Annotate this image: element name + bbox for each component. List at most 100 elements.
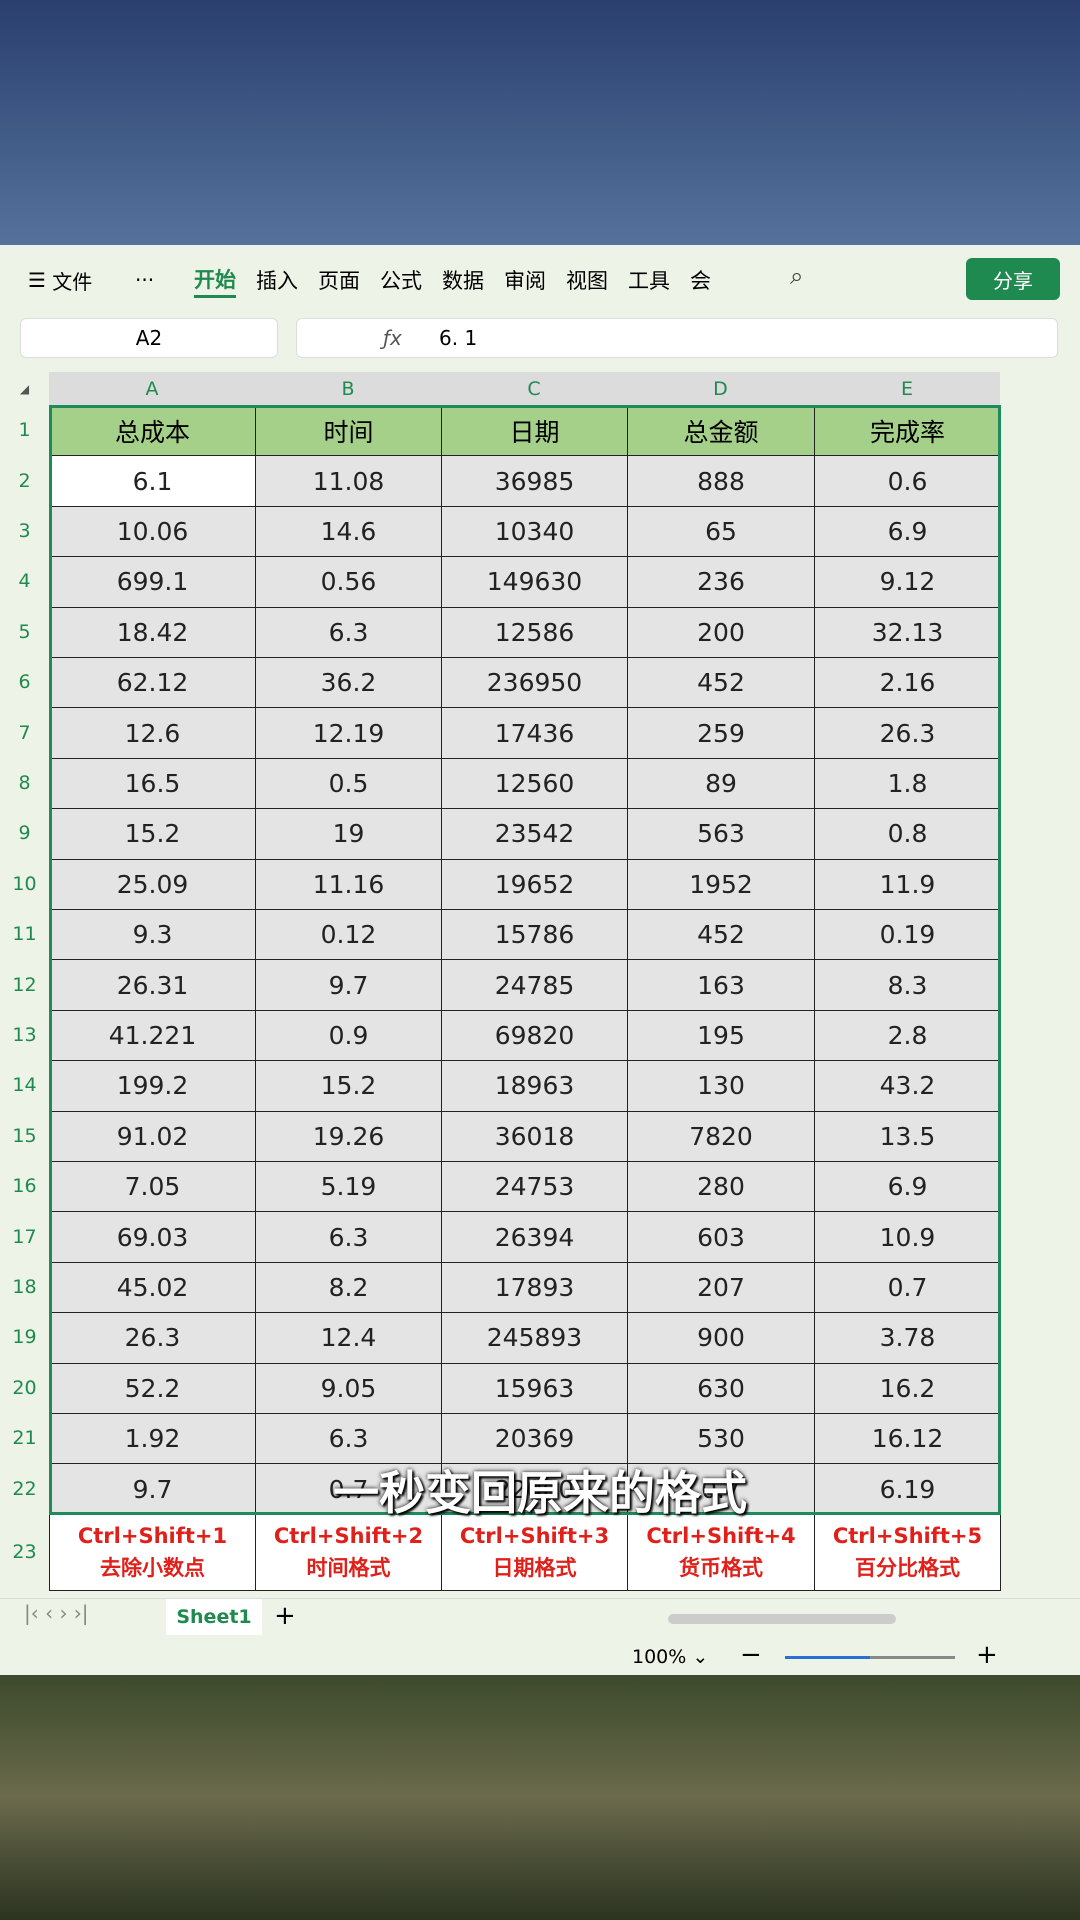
cell[interactable]: 630 [627,1362,815,1414]
cell[interactable]: 15.2 [49,808,256,860]
ribbon-tab[interactable]: 插入 [256,269,298,293]
cell[interactable]: 91.02 [49,1110,256,1162]
cell[interactable]: 6.3 [255,606,442,658]
ribbon-tab[interactable]: 视图 [566,269,608,293]
cell[interactable]: 总成本 [49,405,256,457]
row-header[interactable]: 19 [12,1326,37,1349]
row-header[interactable]: 22 [12,1477,37,1500]
cell[interactable]: 13.5 [814,1110,1001,1162]
ribbon-tab[interactable]: 公式 [380,269,422,293]
ribbon-tab[interactable]: 数据 [442,269,484,293]
cell[interactable]: 19.26 [255,1110,442,1162]
cell[interactable]: 0.19 [814,909,1001,961]
column-header[interactable]: D [627,372,814,405]
cell[interactable]: 452 [627,909,815,961]
cell[interactable]: 200 [627,606,815,658]
cell[interactable]: 10340 [441,505,628,558]
cell[interactable]: 5.19 [255,1161,442,1213]
cell[interactable]: 10.06 [49,505,256,558]
row-header[interactable]: 7 [18,721,31,744]
cell[interactable]: 11.08 [255,455,442,507]
cell[interactable]: 17436 [441,707,628,759]
cell[interactable]: 163 [627,959,815,1011]
cell[interactable]: 52.2 [49,1362,256,1414]
cell[interactable]: 10.9 [814,1211,1001,1263]
row-header[interactable]: 16 [12,1175,37,1198]
cell[interactable]: 8.2 [255,1261,442,1314]
cell[interactable]: 0.7 [255,1463,442,1515]
cell[interactable]: 完成率 [814,405,1001,457]
cell[interactable]: 8.3 [814,959,1001,1011]
cell[interactable]: 3.78 [814,1312,1001,1364]
cell[interactable]: 15.2 [255,1060,442,1112]
row-header[interactable]: 15 [12,1124,37,1147]
cell[interactable]: 25.09 [49,858,256,910]
cell[interactable]: 6.3 [255,1413,442,1465]
cell[interactable]: 195 [627,1009,815,1062]
row-header[interactable]: 23 [12,1540,37,1563]
cell[interactable]: 17893 [441,1261,628,1314]
formula-bar[interactable]: ƒx 6. 1 [296,318,1058,358]
cell[interactable]: 12586 [441,606,628,658]
cell[interactable]: 900 [627,1312,815,1364]
row-header[interactable]: 4 [18,570,31,593]
ribbon-tab[interactable]: 页面 [318,269,360,293]
cell[interactable]: 15786 [441,909,628,961]
cell[interactable]: 69820 [441,1009,628,1062]
cell[interactable]: 18.42 [49,606,256,658]
ribbon-tab[interactable]: 审阅 [504,269,546,293]
tab-nav[interactable]: |‹ ‹ › ›| [24,1601,89,1625]
cell[interactable]: 0.5 [255,757,442,810]
cell[interactable]: 0.7 [814,1261,1001,1314]
cell[interactable]: 1952 [627,858,815,910]
cell[interactable]: 19652 [441,858,628,910]
row-header[interactable]: 21 [12,1427,37,1450]
cell[interactable]: 11.9 [814,858,1001,910]
file-menu[interactable]: ☰ 文件 [28,262,92,298]
cell[interactable]: 9.05 [255,1362,442,1414]
cell[interactable]: 32.13 [814,606,1001,658]
cell[interactable]: 130 [627,1060,815,1112]
h-scrollbar[interactable] [668,1614,896,1624]
cell[interactable]: 1.92 [49,1413,256,1465]
cell[interactable]: 259 [627,707,815,759]
cell[interactable]: 20369 [441,1413,628,1465]
cell[interactable]: 22000 [441,1463,628,1515]
cell[interactable]: 19 [255,808,442,860]
cell[interactable]: 888 [627,455,815,507]
cell[interactable]: 236950 [441,657,628,709]
ribbon-tab[interactable]: 工具 [628,269,670,293]
cell[interactable]: 6.1 [49,455,256,507]
cell[interactable]: 26.3 [814,707,1001,759]
cell[interactable]: Ctrl+Shift+3 日期格式 [441,1513,628,1591]
cell[interactable]: 12.4 [255,1312,442,1364]
cell[interactable]: 23542 [441,808,628,860]
row-header[interactable]: 13 [12,1023,37,1046]
cell[interactable]: 563 [627,808,815,860]
cell[interactable]: 18963 [441,1060,628,1112]
zoom[interactable]: 100% ⌄ [632,1646,709,1668]
cell[interactable]: 16.5 [49,757,256,810]
cell[interactable]: 245893 [441,1312,628,1364]
cell[interactable]: 12.6 [49,707,256,759]
cell[interactable]: 236 [627,556,815,608]
cell[interactable]: 2.8 [814,1009,1001,1062]
share-button[interactable]: 分享 [966,258,1060,300]
cell[interactable]: Ctrl+Shift+1 去除小数点 [49,1513,256,1591]
cell[interactable]: 24753 [441,1161,628,1213]
row-header[interactable]: 20 [12,1376,37,1399]
cell[interactable]: Ctrl+Shift+5 百分比格式 [814,1513,1001,1591]
corner-cell[interactable]: ◢ [19,381,30,396]
cell[interactable]: 6.9 [814,1161,1001,1213]
cell[interactable]: 149630 [441,556,628,608]
add-sheet[interactable]: + [274,1601,296,1631]
search-icon[interactable]: ⌕ [790,262,804,290]
row-header[interactable]: 6 [18,671,31,694]
cell[interactable]: Ctrl+Shift+4 货币格式 [627,1513,815,1591]
row-header[interactable]: 8 [18,771,31,794]
cell[interactable]: 6.3 [255,1211,442,1263]
row-header[interactable]: 3 [18,519,31,542]
cell[interactable]: 43.2 [814,1060,1001,1112]
column-header[interactable]: A [49,372,255,405]
cell[interactable]: 2.16 [814,657,1001,709]
